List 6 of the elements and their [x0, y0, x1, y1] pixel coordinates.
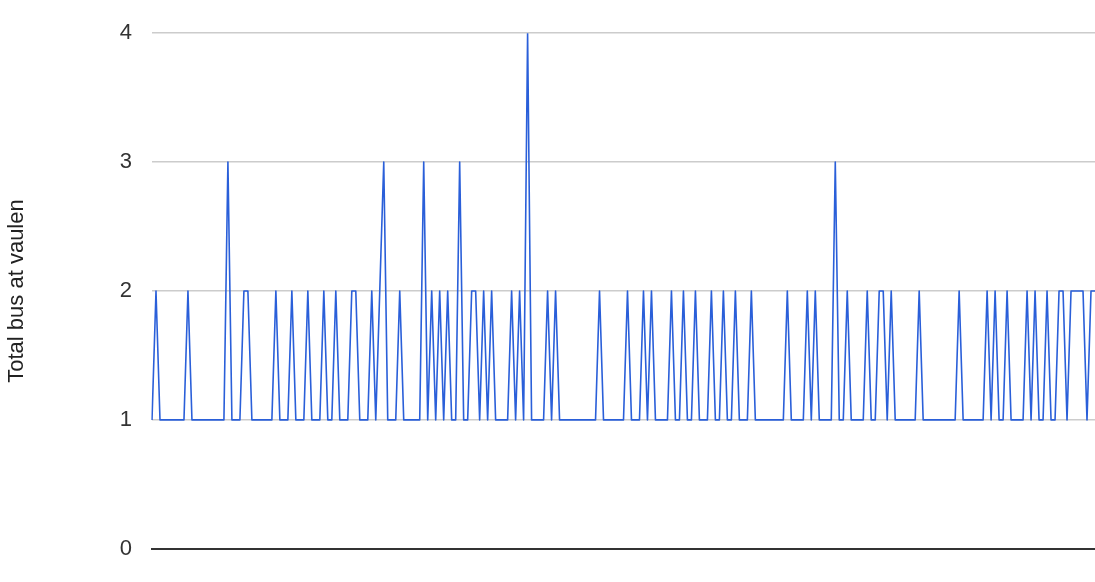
y-tick-label: 1	[119, 405, 132, 431]
y-tick-label: 2	[119, 277, 132, 303]
y-axis-title: Total bus at vaulen	[3, 199, 29, 383]
y-tick-label: 3	[119, 148, 132, 174]
y-tick-label: 0	[119, 534, 132, 560]
y-tick-label: 4	[119, 19, 132, 45]
